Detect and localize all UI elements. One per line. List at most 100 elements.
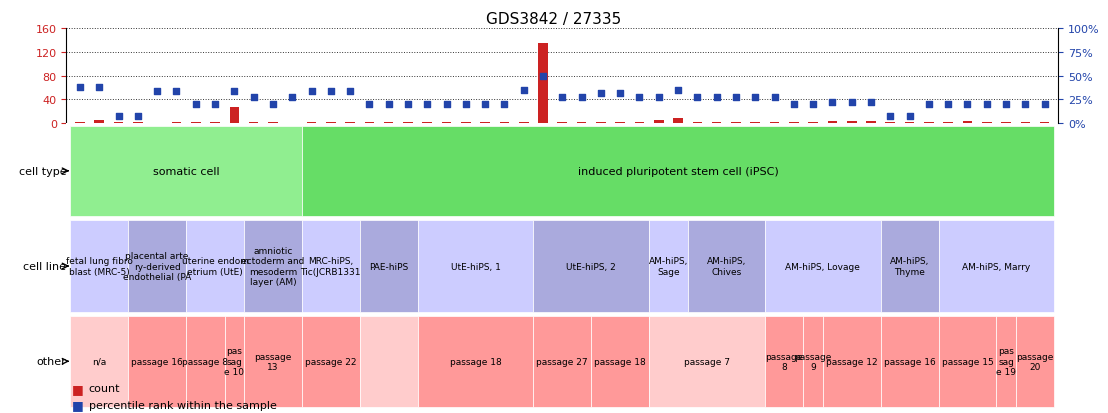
- Text: AM-hiPS, Marry: AM-hiPS, Marry: [962, 262, 1030, 271]
- Text: fetal lung fibro
blast (MRC-5): fetal lung fibro blast (MRC-5): [65, 257, 133, 276]
- Bar: [186, 221, 244, 312]
- Bar: [938, 316, 996, 407]
- Text: ■: ■: [72, 382, 84, 395]
- Bar: [75, 123, 85, 124]
- Bar: [114, 123, 123, 124]
- Bar: [592, 316, 649, 407]
- Bar: [750, 123, 760, 124]
- Text: passage
8: passage 8: [766, 352, 803, 371]
- Point: [302, 88, 320, 95]
- Point: [399, 102, 417, 108]
- Text: UtE-hiPS, 2: UtE-hiPS, 2: [566, 262, 616, 271]
- Bar: [500, 123, 510, 124]
- Bar: [847, 121, 856, 124]
- Bar: [287, 123, 297, 124]
- Bar: [70, 127, 301, 216]
- Text: passage 22: passage 22: [305, 357, 357, 366]
- Bar: [418, 316, 533, 407]
- Bar: [307, 123, 316, 124]
- Text: passage
20: passage 20: [1016, 352, 1054, 371]
- Bar: [442, 123, 451, 124]
- Point: [978, 102, 996, 108]
- Bar: [301, 316, 360, 407]
- Bar: [1016, 316, 1055, 407]
- Bar: [963, 121, 973, 124]
- Point: [245, 95, 263, 102]
- Bar: [403, 123, 413, 124]
- Point: [110, 113, 127, 120]
- Text: somatic cell: somatic cell: [153, 166, 219, 176]
- Text: GDS3842 / 27335: GDS3842 / 27335: [486, 12, 622, 27]
- Bar: [346, 123, 355, 124]
- Text: passage 16: passage 16: [884, 357, 935, 366]
- Text: count: count: [89, 383, 120, 393]
- Bar: [615, 123, 625, 124]
- Bar: [422, 123, 432, 124]
- Bar: [533, 316, 592, 407]
- Point: [688, 95, 706, 102]
- Bar: [129, 221, 186, 312]
- Bar: [711, 123, 721, 124]
- Point: [360, 102, 378, 108]
- Bar: [301, 221, 360, 312]
- Text: passage 7: passage 7: [684, 357, 730, 366]
- Point: [129, 113, 146, 120]
- Point: [438, 102, 455, 108]
- Bar: [577, 123, 586, 124]
- Point: [920, 102, 937, 108]
- Bar: [418, 221, 533, 312]
- Text: ■: ■: [72, 398, 84, 411]
- Bar: [301, 127, 1055, 216]
- Bar: [938, 221, 1055, 312]
- Bar: [881, 221, 938, 312]
- Bar: [249, 123, 258, 124]
- Text: passage 15: passage 15: [942, 357, 994, 366]
- Text: other: other: [37, 356, 66, 366]
- Text: passage 27: passage 27: [536, 357, 588, 366]
- Point: [1016, 102, 1034, 108]
- Bar: [692, 123, 702, 124]
- Bar: [1020, 123, 1030, 124]
- Point: [882, 113, 900, 120]
- Bar: [152, 123, 162, 124]
- Point: [862, 100, 880, 106]
- Point: [843, 100, 861, 106]
- Text: n/a: n/a: [92, 357, 106, 366]
- Point: [264, 102, 281, 108]
- Bar: [211, 123, 219, 124]
- Text: percentile rank within the sample: percentile rank within the sample: [89, 400, 277, 410]
- Text: cell line: cell line: [23, 261, 66, 271]
- Bar: [461, 123, 471, 124]
- Point: [940, 102, 957, 108]
- Bar: [649, 221, 688, 312]
- Bar: [803, 316, 823, 407]
- Bar: [828, 121, 838, 124]
- Point: [495, 102, 513, 108]
- Text: AM-hiPS,
Thyme: AM-hiPS, Thyme: [890, 257, 930, 276]
- Bar: [533, 221, 649, 312]
- Bar: [823, 316, 881, 407]
- Text: placental arte
ry-derived
endothelial (PA: placental arte ry-derived endothelial (P…: [123, 252, 192, 281]
- Bar: [1002, 123, 1010, 124]
- Text: AM-hiPS, Lovage: AM-hiPS, Lovage: [786, 262, 860, 271]
- Text: cell type: cell type: [19, 166, 66, 176]
- Bar: [480, 123, 490, 124]
- Text: passage 18: passage 18: [450, 357, 501, 366]
- Point: [148, 88, 166, 95]
- Point: [515, 87, 533, 94]
- Bar: [765, 221, 881, 312]
- Point: [573, 95, 591, 102]
- Point: [167, 88, 185, 95]
- Bar: [1039, 123, 1049, 124]
- Point: [380, 102, 398, 108]
- Bar: [688, 221, 765, 312]
- Bar: [731, 123, 741, 124]
- Text: passage 16: passage 16: [131, 357, 183, 366]
- Bar: [770, 123, 779, 124]
- Bar: [557, 123, 567, 124]
- Point: [766, 95, 783, 102]
- Bar: [360, 221, 418, 312]
- Point: [747, 95, 765, 102]
- Bar: [70, 221, 129, 312]
- Point: [322, 88, 340, 95]
